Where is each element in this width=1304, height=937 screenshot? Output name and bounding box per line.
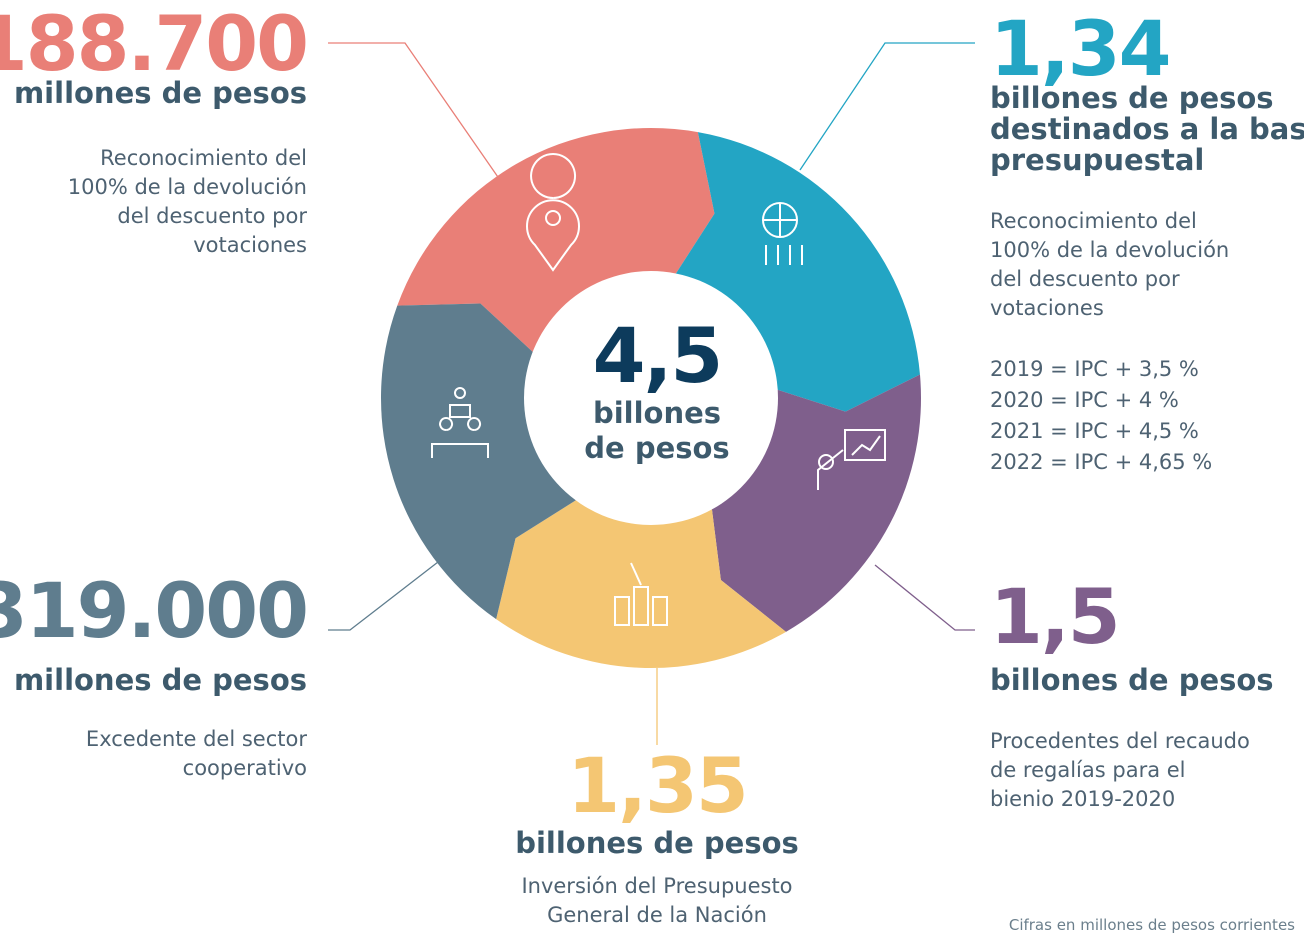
leader-line bbox=[799, 42, 975, 171]
item-formula: 2022 = IPC + 4,65 % bbox=[990, 450, 1212, 474]
item-description: General de la Nación bbox=[547, 903, 767, 927]
center-circle bbox=[524, 271, 778, 525]
donut-segment bbox=[711, 374, 922, 632]
icon-audience bbox=[431, 404, 489, 458]
center-unit: de pesos bbox=[584, 431, 729, 465]
item-value: 319.000 bbox=[0, 566, 307, 655]
item-description: Reconocimiento del bbox=[100, 146, 307, 170]
icon-globe bbox=[763, 203, 803, 265]
item-description: del descuento por bbox=[990, 267, 1180, 291]
footnote: Cifras en millones de pesos corrientes bbox=[1009, 916, 1295, 934]
item-value: 1,34 bbox=[990, 4, 1170, 93]
donut-segment bbox=[397, 128, 715, 357]
item-description: 100% de la devolución bbox=[68, 175, 307, 199]
icons bbox=[431, 153, 886, 626]
item-unit: millones de pesos bbox=[14, 76, 307, 110]
item-formula: 2020 = IPC + 4 % bbox=[990, 388, 1179, 412]
icon-pin bbox=[545, 210, 561, 226]
item-unit: billones de pesos bbox=[515, 826, 799, 860]
icon-audience bbox=[454, 387, 466, 399]
item-description: Reconocimiento del bbox=[990, 209, 1197, 233]
icon-chart bbox=[818, 454, 834, 470]
leader-line bbox=[328, 42, 501, 181]
item-formula: 2019 = IPC + 3,5 % bbox=[990, 357, 1199, 381]
item-unit: destinados a la base bbox=[990, 112, 1304, 146]
item-description: Procedentes del recaudo bbox=[990, 729, 1250, 753]
item-description: de regalías para el bbox=[990, 758, 1186, 782]
item-description: votaciones bbox=[193, 233, 307, 257]
donut-segment bbox=[671, 132, 920, 412]
item-value: 188.700 bbox=[0, 0, 307, 88]
item-description: cooperativo bbox=[183, 756, 307, 780]
leader-line bbox=[328, 561, 439, 631]
icon-chart bbox=[817, 429, 886, 490]
item-description: votaciones bbox=[990, 296, 1104, 320]
item-value: 1,35 bbox=[567, 741, 747, 830]
item-description: Excedente del sector bbox=[86, 727, 307, 751]
center-value: 4,5 bbox=[593, 311, 722, 400]
icon-pin bbox=[526, 153, 580, 272]
leader-line bbox=[874, 564, 975, 631]
item-description: del descuento por bbox=[117, 204, 307, 228]
item-description: 100% de la devolución bbox=[990, 238, 1229, 262]
donut-segment bbox=[496, 496, 786, 668]
item-unit: presupuestal bbox=[990, 143, 1204, 177]
item-unit: billones de pesos bbox=[990, 81, 1274, 115]
item-unit: billones de pesos bbox=[990, 663, 1274, 697]
center-unit: billones bbox=[593, 396, 721, 430]
item-description: Inversión del Presupuesto bbox=[521, 874, 792, 898]
leaders bbox=[328, 42, 975, 745]
item-formula: 2021 = IPC + 4,5 % bbox=[990, 419, 1199, 443]
item-value: 1,5 bbox=[990, 572, 1119, 661]
item-unit: millones de pesos bbox=[14, 663, 307, 697]
icon-hands bbox=[614, 562, 668, 626]
item-description: bienio 2019-2020 bbox=[990, 787, 1175, 811]
